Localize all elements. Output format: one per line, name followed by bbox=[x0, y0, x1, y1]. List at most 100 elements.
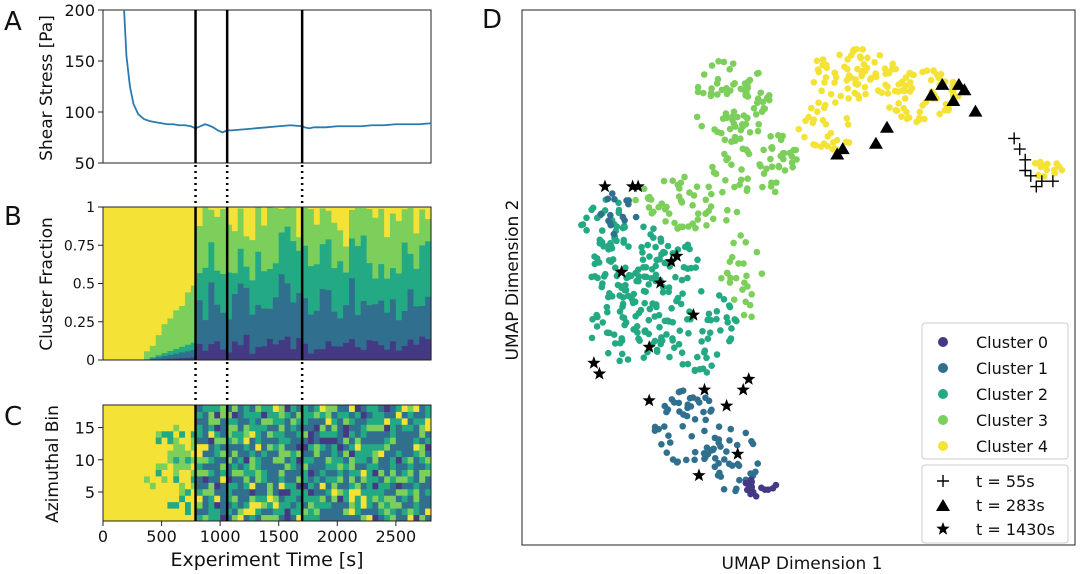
heatmap-cell bbox=[231, 443, 239, 451]
umap-point-cluster-4 bbox=[850, 46, 857, 54]
cluster-fraction-cell bbox=[214, 207, 221, 217]
umap-point-cluster-2 bbox=[656, 323, 663, 331]
heatmap-cell bbox=[272, 482, 280, 490]
umap-point-cluster-4 bbox=[884, 90, 892, 97]
umap-point-cluster-1 bbox=[683, 412, 691, 420]
heatmap-cell bbox=[384, 424, 391, 432]
heatmap-cell bbox=[284, 475, 291, 483]
heatmap-cell bbox=[313, 405, 321, 412]
heatmap-cell bbox=[120, 456, 127, 464]
heatmap-cell bbox=[366, 463, 373, 470]
heatmap-cell bbox=[196, 417, 204, 425]
cluster-fraction-cell bbox=[208, 209, 215, 243]
heatmap-cell bbox=[249, 501, 256, 509]
heatmap-cell bbox=[290, 469, 297, 477]
umap-star-marker bbox=[720, 398, 734, 412]
cluster-fraction-cell bbox=[360, 207, 368, 209]
umap-point-cluster-3 bbox=[731, 123, 739, 130]
umap-point-cluster-2 bbox=[588, 206, 595, 214]
heatmap-cell bbox=[231, 495, 239, 503]
heatmap-cell bbox=[407, 482, 414, 490]
heatmap-cell bbox=[237, 430, 245, 438]
heatmap-cell bbox=[120, 469, 127, 477]
heatmap-cell bbox=[220, 430, 227, 438]
umap-point-cluster-4 bbox=[1055, 163, 1063, 170]
heatmap-cell bbox=[149, 456, 157, 464]
heatmap-cell bbox=[284, 469, 291, 477]
umap-point-cluster-2 bbox=[699, 327, 706, 335]
umap-point-cluster-1 bbox=[717, 473, 725, 480]
heatmap-cell bbox=[284, 495, 291, 503]
heatmap-cell bbox=[144, 437, 151, 445]
umap-point-cluster-3 bbox=[693, 183, 701, 191]
umap-point-cluster-4 bbox=[802, 117, 809, 125]
umap-point-cluster-3 bbox=[779, 132, 786, 140]
heatmap-cell bbox=[290, 495, 297, 503]
cluster-fraction-cell bbox=[185, 207, 192, 293]
umap-point-cluster-4 bbox=[812, 142, 820, 149]
cluster-fraction-cell bbox=[378, 344, 385, 361]
umap-point-cluster-2 bbox=[652, 243, 659, 251]
heatmap-cell bbox=[237, 405, 245, 412]
cluster-fraction-cell bbox=[354, 207, 362, 209]
heatmap-cell bbox=[167, 469, 174, 477]
cluster-fraction-cell bbox=[190, 349, 198, 358]
heatmap-cell bbox=[220, 424, 227, 432]
cluster-fraction-cell bbox=[366, 262, 374, 306]
heatmap-cell bbox=[296, 424, 303, 432]
umap-point-cluster-4 bbox=[876, 51, 884, 59]
heatmap-cell bbox=[272, 417, 280, 425]
heatmap-cell bbox=[179, 437, 186, 445]
cluster-fraction-cell bbox=[173, 207, 180, 311]
umap-point-cluster-3 bbox=[759, 98, 767, 106]
umap-point-cluster-1 bbox=[691, 456, 698, 464]
heatmap-cell bbox=[425, 417, 432, 425]
heatmap-cell bbox=[126, 430, 133, 438]
umap-point-cluster-2 bbox=[605, 257, 613, 264]
cluster-fraction-cell bbox=[425, 240, 432, 297]
umap-point-cluster-2 bbox=[611, 264, 619, 271]
heatmap-cell bbox=[220, 463, 227, 470]
umap-point-cluster-2 bbox=[616, 292, 623, 299]
heatmap-cell bbox=[190, 443, 198, 451]
heatmap-cell bbox=[366, 501, 373, 509]
heatmap-cell bbox=[378, 424, 385, 432]
heatmap-cell bbox=[243, 463, 250, 470]
heatmap-cell bbox=[419, 430, 426, 438]
cluster-fraction-cell bbox=[401, 310, 409, 347]
cluster-fraction-cell bbox=[214, 270, 221, 305]
umap-point-cluster-3 bbox=[694, 88, 702, 96]
panel-letter-b: B bbox=[4, 202, 22, 232]
umap-point-cluster-2 bbox=[723, 314, 730, 321]
heatmap-cell bbox=[185, 450, 192, 458]
heatmap-cell bbox=[284, 450, 291, 458]
umap-point-cluster-4 bbox=[795, 125, 803, 133]
umap-point-cluster-1 bbox=[665, 432, 672, 439]
cluster-fraction-cell bbox=[167, 358, 174, 361]
heatmap-cell bbox=[114, 501, 122, 509]
umap-point-cluster-3 bbox=[693, 113, 701, 121]
heatmap-cell bbox=[366, 405, 373, 412]
heatmap-cell bbox=[407, 495, 414, 503]
heatmap-cell bbox=[272, 405, 280, 412]
heatmap-cell bbox=[313, 450, 321, 458]
heatmap-cell bbox=[349, 405, 356, 412]
panel-b-ytick-label: 1 bbox=[86, 200, 95, 216]
heatmap-cell bbox=[103, 508, 110, 516]
heatmap-cell bbox=[231, 456, 239, 464]
panel-c-ytick-label: 5 bbox=[85, 483, 95, 502]
heatmap-cell bbox=[167, 463, 174, 470]
heatmap-cell bbox=[161, 430, 168, 438]
umap-point-cluster-4 bbox=[872, 72, 879, 80]
heatmap-cell bbox=[226, 508, 233, 516]
cluster-fraction-cell bbox=[378, 208, 385, 265]
heatmap-cell bbox=[132, 430, 139, 438]
umap-point-cluster-2 bbox=[607, 243, 615, 250]
umap-point-cluster-4 bbox=[817, 143, 825, 150]
heatmap-cell bbox=[179, 469, 186, 477]
cluster-fraction-cell bbox=[378, 263, 385, 301]
heatmap-cell bbox=[249, 405, 256, 412]
heatmap-cell bbox=[401, 424, 409, 432]
heatmap-cell bbox=[208, 501, 215, 509]
heatmap-cell bbox=[255, 508, 262, 516]
